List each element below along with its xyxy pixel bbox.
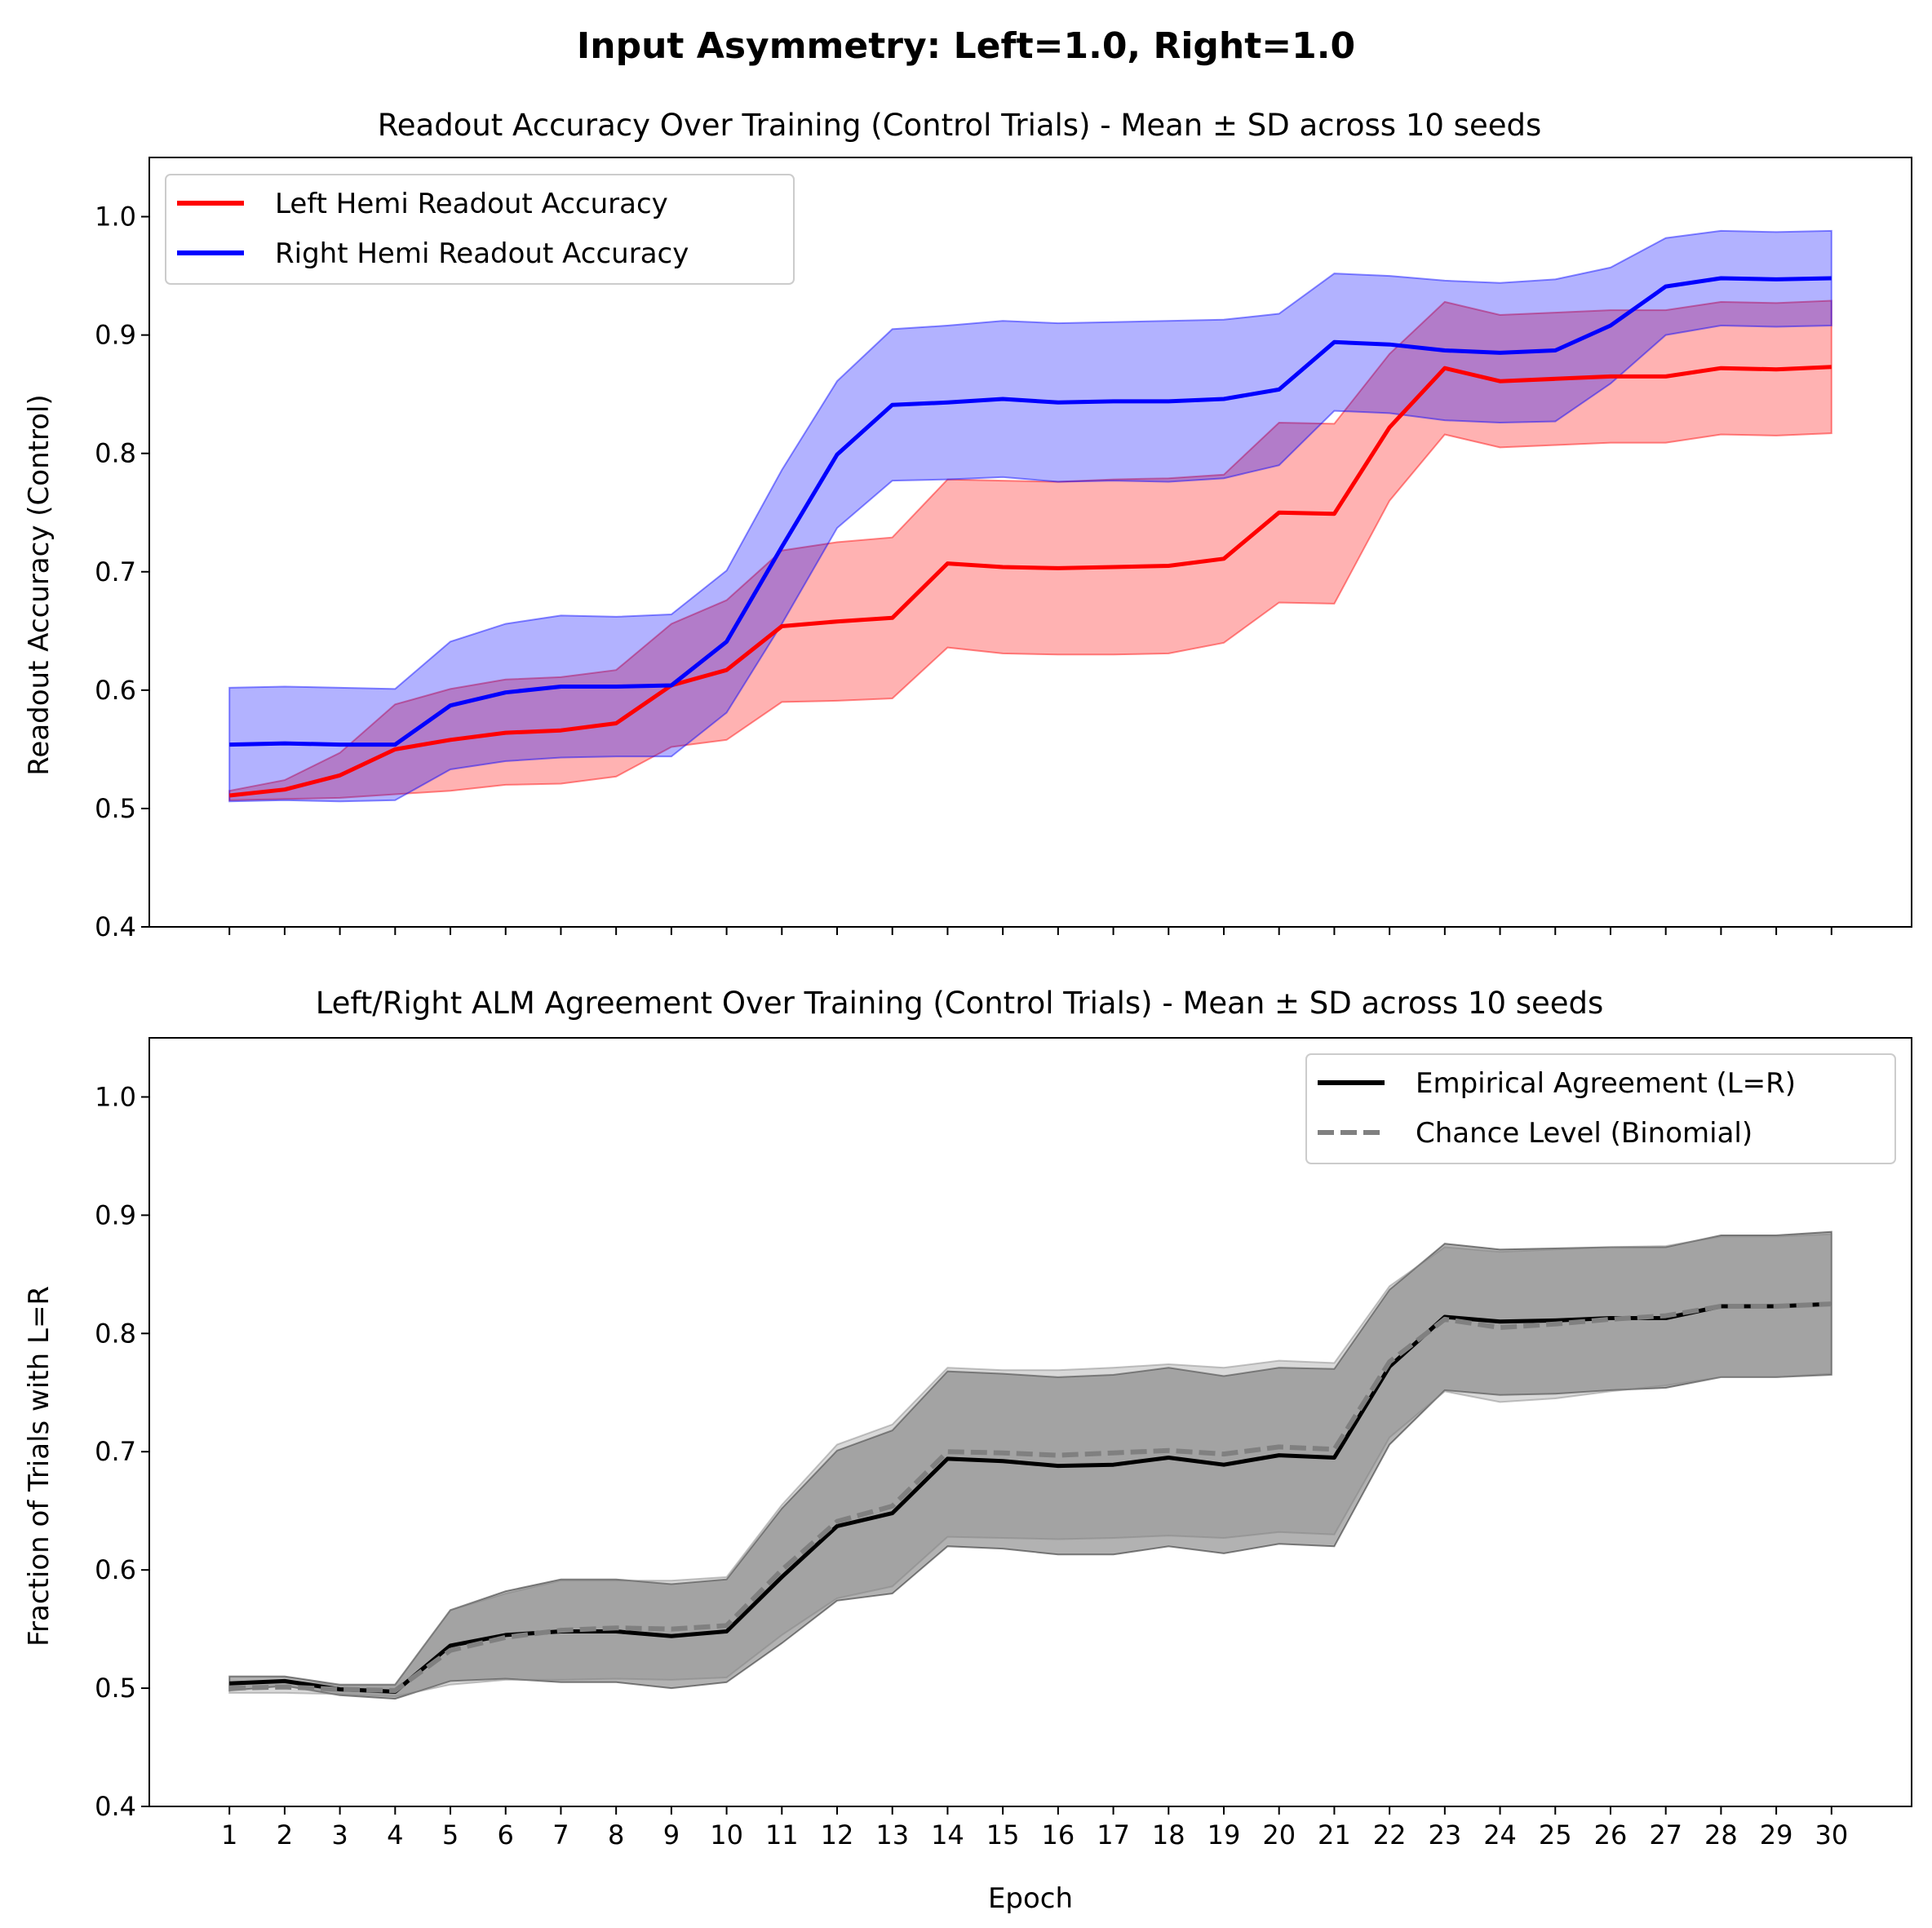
xtick-label-1-24: 25 <box>1539 1819 1572 1850</box>
xtick-label-1-14: 15 <box>986 1819 1020 1850</box>
xtick-label-1-18: 19 <box>1208 1819 1241 1850</box>
xtick-label-1-16: 17 <box>1097 1819 1130 1850</box>
xtick-label-1-25: 26 <box>1594 1819 1628 1850</box>
xtick-label-1-0: 1 <box>221 1819 237 1850</box>
ytick-label-1-3: 0.7 <box>95 1436 136 1467</box>
xtick-label-1-20: 21 <box>1318 1819 1351 1850</box>
legend-box-0 <box>165 174 795 285</box>
ytick-label-0-1: 0.5 <box>95 793 136 824</box>
legend-label-0-1: Right Hemi Readout Accuracy <box>275 237 689 270</box>
agreement-ylabel: Fraction of Trials with L=R <box>23 1286 55 1647</box>
xtick-label-1-26: 27 <box>1649 1819 1682 1850</box>
sd-band-0-1 <box>228 229 1832 803</box>
ytick-label-1-6: 1.0 <box>95 1081 136 1112</box>
xtick-label-1-10: 11 <box>765 1819 799 1850</box>
legend-box-1 <box>1305 1053 1896 1164</box>
legend-label-1-1: Chance Level (Binomial) <box>1416 1117 1753 1150</box>
axes-frame-0 <box>148 157 1912 928</box>
readout-accuracy-ylabel: Readout Accuracy (Control) <box>23 394 55 775</box>
ytick-label-0-5: 0.9 <box>95 320 136 351</box>
ytick-label-1-0: 0.4 <box>95 1791 136 1822</box>
legend-label-0-0: Left Hemi Readout Accuracy <box>275 188 668 220</box>
xtick-label-1-1: 2 <box>277 1819 293 1850</box>
series-line-0-0 <box>228 365 1832 798</box>
xtick-label-1-13: 14 <box>931 1819 964 1850</box>
series-line-1-1 <box>229 1301 1832 1693</box>
xtick-label-1-6: 7 <box>552 1819 569 1850</box>
xtick-label-1-11: 12 <box>821 1819 854 1850</box>
xtick-label-1-21: 22 <box>1373 1819 1407 1850</box>
ytick-label-0-2: 0.6 <box>95 675 136 706</box>
xtick-label-1-2: 3 <box>331 1819 348 1850</box>
series-line-0-1 <box>229 276 1832 747</box>
ytick-label-1-4: 0.8 <box>95 1318 136 1349</box>
xtick-label-1-9: 10 <box>710 1819 743 1850</box>
xtick-label-1-12: 13 <box>875 1819 909 1850</box>
xtick-label-1-8: 9 <box>663 1819 680 1850</box>
ytick-label-0-3: 0.7 <box>95 556 136 587</box>
readout-accuracy-title: Readout Accuracy Over Training (Control … <box>378 108 1542 143</box>
series-line-1-0 <box>229 1301 1832 1694</box>
xtick-label-1-17: 18 <box>1152 1819 1185 1850</box>
ytick-label-0-4: 0.8 <box>95 438 136 469</box>
ytick-label-1-5: 0.9 <box>95 1199 136 1230</box>
legend-label-1-0: Empirical Agreement (L=R) <box>1416 1067 1796 1100</box>
ytick-label-0-0: 0.4 <box>95 911 136 942</box>
xtick-label-1-22: 23 <box>1428 1819 1461 1850</box>
xtick-label-1-27: 28 <box>1704 1819 1738 1850</box>
xtick-label-1-7: 8 <box>608 1819 624 1850</box>
xtick-label-1-28: 29 <box>1760 1819 1793 1850</box>
agreement-panel: Left/Right ALM Agreement Over Training (… <box>23 986 1912 1915</box>
figure-suptitle: Input Asymmetry: Left=1.0, Right=1.0 <box>577 25 1355 67</box>
readout-accuracy-panel: Readout Accuracy Over Training (Control … <box>23 108 1912 942</box>
xtick-label-1-19: 20 <box>1262 1819 1296 1850</box>
xtick-label-1-23: 24 <box>1483 1819 1517 1850</box>
xtick-label-1-4: 5 <box>442 1819 459 1850</box>
axes-frame-1 <box>148 1037 1912 1807</box>
ytick-label-1-2: 0.6 <box>95 1554 136 1585</box>
ytick-label-1-1: 0.5 <box>95 1673 136 1704</box>
xtick-label-1-5: 6 <box>498 1819 514 1850</box>
agreement-xlabel: Epoch <box>988 1882 1073 1915</box>
xtick-label-1-29: 30 <box>1815 1819 1848 1850</box>
xtick-label-1-15: 16 <box>1041 1819 1075 1850</box>
ytick-label-0-6: 1.0 <box>95 202 136 233</box>
agreement-title: Left/Right ALM Agreement Over Training (… <box>316 986 1604 1021</box>
xtick-label-1-3: 4 <box>387 1819 403 1850</box>
